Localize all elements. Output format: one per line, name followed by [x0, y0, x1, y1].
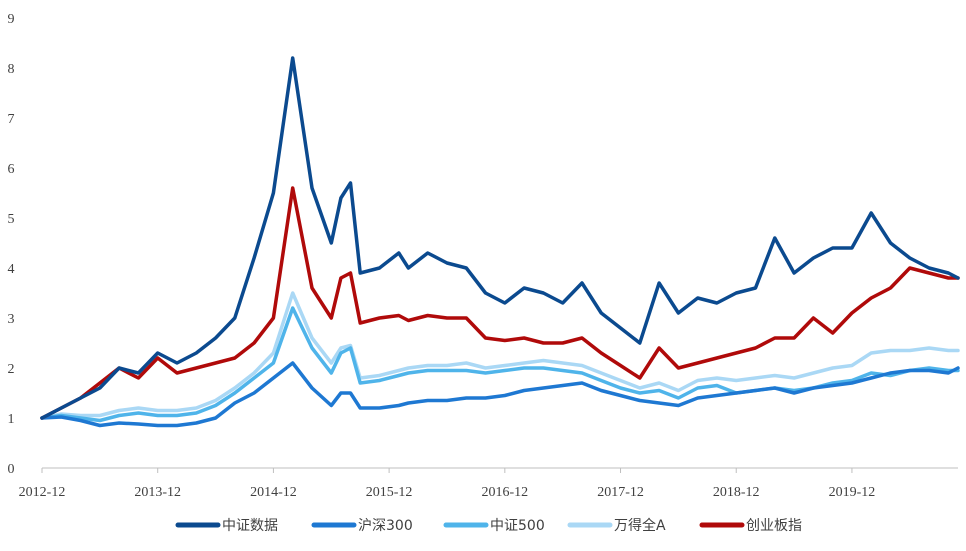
y-tick-label: 0 — [8, 462, 15, 477]
legend-label: 创业板指 — [746, 518, 802, 534]
legend-label: 中证数据 — [222, 518, 278, 534]
x-tick-label: 2012-12 — [19, 485, 66, 500]
y-tick-label: 6 — [8, 162, 15, 177]
y-tick-label: 7 — [8, 112, 15, 127]
series-line-4 — [40, 291, 960, 420]
y-tick-label: 1 — [8, 412, 15, 427]
legend-item-4: 万得全A — [567, 517, 666, 534]
y-tick-label: 4 — [8, 262, 15, 277]
y-tick-label: 2 — [8, 362, 15, 377]
series-line-2 — [40, 361, 960, 428]
y-tick-label: 3 — [8, 312, 15, 327]
series-lines — [40, 56, 960, 428]
y-tick-label: 5 — [8, 212, 15, 227]
x-tick-label: 2015-12 — [366, 485, 413, 500]
x-axis-ticks: 2012-12 2013-12 2014-12 2015-12 2016-12 2017-… — [19, 468, 876, 500]
series-line-5 — [40, 186, 960, 420]
x-tick-label: 2017-12 — [597, 485, 644, 500]
series-line-1 — [40, 56, 960, 420]
y-axis-tick-labels: 0 1 2 3 4 5 6 7 8 9 — [8, 12, 15, 477]
legend-item-5: 创业板指 — [699, 518, 802, 534]
legend-label: 沪深300 — [358, 518, 413, 534]
legend: 中证数据 沪深300 中证500 万得全A 创业板指 — [175, 517, 802, 534]
x-tick-label: 2016-12 — [481, 485, 528, 500]
x-tick-label: 2018-12 — [713, 485, 760, 500]
x-tick-label: 2019-12 — [829, 485, 876, 500]
y-tick-label: 9 — [8, 12, 15, 27]
x-tick-label: 2014-12 — [250, 485, 297, 500]
legend-item-1: 中证数据 — [175, 518, 278, 534]
legend-item-3: 中证500 — [443, 518, 545, 534]
x-tick-label: 2013-12 — [134, 485, 181, 500]
legend-item-2: 沪深300 — [311, 518, 413, 534]
legend-label: 中证500 — [490, 518, 545, 534]
legend-label: 万得全A — [614, 517, 666, 534]
y-tick-label: 8 — [8, 62, 15, 77]
